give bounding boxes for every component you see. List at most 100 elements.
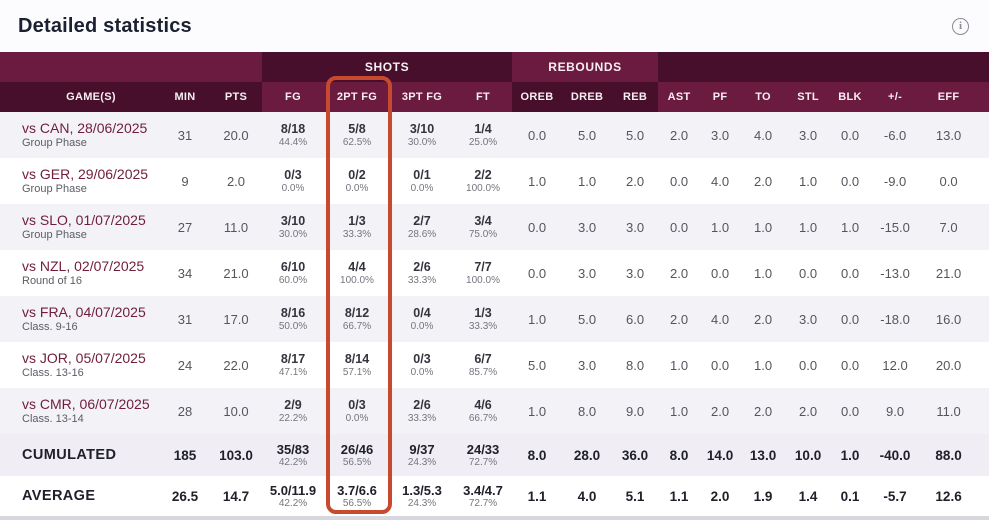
stat-percentage: 33.3% (407, 412, 437, 424)
game-cell: vs CMR, 06/07/2025 Class. 13-14 (0, 388, 160, 434)
game-name: vs CMR, 06/07/2025 (22, 396, 150, 412)
stat-percentage: 75.0% (468, 228, 498, 240)
stat-cell-plusminus: -18.0 (880, 311, 910, 327)
stat-cell-reb: 8.0 (626, 357, 645, 373)
col-header-2pt-fg: 2PT FG (324, 82, 390, 112)
col-header-plus-minus: +/- (870, 82, 921, 112)
stat-cell-to: 4.0 (754, 127, 773, 143)
stat-cell-dreb: 4.0 (577, 488, 597, 504)
stat-percentage: 56.5% (342, 497, 372, 509)
col-header-dreb: DREB (562, 82, 613, 112)
game-cell: vs JOR, 05/07/2025 Class. 13-16 (0, 342, 160, 388)
stat-cell-oreb: 5.0 (527, 357, 547, 373)
stat-cell-pts: 103.0 (219, 447, 253, 463)
stat-cell-ast: 1.0 (670, 357, 689, 373)
stat-cell-pf: 0.0 (711, 357, 730, 373)
game-name: vs CAN, 28/06/2025 (22, 120, 148, 136)
stat-value: 4/4 (348, 259, 366, 274)
stats-table-container: SHOTS REBOUNDS GAME(S) MIN PTS FG 2PT FG… (0, 52, 989, 516)
stat-cell-ft: 2/2 100.0% (454, 158, 512, 204)
stat-value: 1/3 (474, 305, 492, 320)
stat-cell-fg3: 2/7 28.6% (390, 204, 454, 250)
stat-cell-stl: 1.0 (799, 219, 818, 235)
stat-percentage: 47.1% (278, 366, 308, 378)
table-row: vs JOR, 05/07/2025 Class. 13-16 24 22.0 8/17… (0, 342, 989, 388)
stat-cell-to: 13.0 (749, 447, 777, 463)
stat-cell-ast: 8.0 (669, 447, 689, 463)
stat-cell-fg: 3/10 30.0% (262, 204, 324, 250)
stat-cell-min: 31 (177, 127, 193, 143)
stat-cell-eff: 11.0 (936, 403, 961, 419)
table-row: vs SLO, 01/07/2025 Group Phase 27 11.0 3/10 3… (0, 204, 989, 250)
stat-percentage: 72.7% (468, 497, 498, 509)
stat-cell-fg: 8/16 50.0% (262, 296, 324, 342)
stat-cell-fg2: 8/12 66.7% (324, 296, 390, 342)
stat-percentage: 30.0% (407, 136, 437, 148)
stat-cell-blk: 0.0 (841, 403, 860, 419)
header-group-row: SHOTS REBOUNDS (0, 52, 989, 82)
stat-cell-fg3: 0/3 0.0% (390, 342, 454, 388)
stat-cell-to: 1.0 (754, 265, 773, 281)
stat-percentage: 66.7% (342, 320, 372, 332)
game-cell: vs CAN, 28/06/2025 Group Phase (0, 112, 160, 158)
stat-percentage: 0.0% (345, 182, 369, 194)
stat-percentage: 22.2% (278, 412, 308, 424)
stat-cell-plusminus: -6.0 (883, 127, 907, 143)
stat-value: 0/4 (413, 305, 431, 320)
stat-value: 3/10 (409, 121, 435, 136)
stat-value: 0/1 (413, 167, 431, 182)
game-name: vs FRA, 04/07/2025 (22, 304, 146, 320)
game-cell: vs NZL, 02/07/2025 Round of 16 (0, 250, 160, 296)
stat-percentage: 30.0% (278, 228, 308, 240)
game-name: vs SLO, 01/07/2025 (22, 212, 146, 228)
stat-percentage: 50.0% (278, 320, 308, 332)
stat-cell-stl: 0.0 (799, 265, 818, 281)
stat-cell-fg2: 8/14 57.1% (324, 342, 390, 388)
stat-cell-reb: 6.0 (626, 311, 645, 327)
stat-cell-min: 9 (181, 173, 189, 189)
stat-cell-oreb: 1.0 (527, 403, 547, 419)
stat-value: 3/10 (280, 213, 306, 228)
stat-cell-min: 27 (177, 219, 193, 235)
detailed-stats-table: SHOTS REBOUNDS GAME(S) MIN PTS FG 2PT FG… (0, 52, 989, 516)
stat-cell-dreb: 3.0 (577, 357, 597, 373)
stat-value: 0/3 (348, 397, 366, 412)
header-columns-row: GAME(S) MIN PTS FG 2PT FG 3PT FG FT OREB… (0, 82, 989, 112)
stat-cell-dreb: 1.0 (577, 173, 597, 189)
stat-cell-fg: 35/83 42.2% (262, 434, 324, 476)
stat-value: 8/12 (344, 305, 370, 320)
stat-value: 5/8 (348, 121, 366, 136)
table-row: vs CMR, 06/07/2025 Class. 13-14 28 10.0 2/9 2… (0, 388, 989, 434)
stat-cell-eff: 7.0 (939, 219, 958, 235)
stat-cell-fg3: 9/37 24.3% (390, 434, 454, 476)
stat-cell-pts: 21.0 (223, 265, 249, 281)
col-header-to: TO (740, 82, 787, 112)
stat-cell-fg2: 4/4 100.0% (324, 250, 390, 296)
stat-cell-min: 26.5 (171, 488, 199, 504)
stat-cell-min: 34 (177, 265, 193, 281)
stat-cell-pf: 3.0 (711, 127, 730, 143)
stat-cell-ft: 7/7 100.0% (454, 250, 512, 296)
stat-cell-fg: 6/10 60.0% (262, 250, 324, 296)
stat-percentage: 72.7% (468, 456, 498, 468)
summary-label: CUMULATED (22, 447, 117, 463)
stat-value: 7/7 (474, 259, 492, 274)
stat-cell-fg2: 0/3 0.0% (324, 388, 390, 434)
game-phase: Class. 13-14 (22, 413, 84, 425)
stat-value: 0/3 (284, 167, 302, 182)
stat-cell-pf: 4.0 (711, 173, 730, 189)
stat-cell-ast: 0.0 (670, 219, 689, 235)
stat-cell-oreb: 1.0 (527, 311, 547, 327)
group-header-shots: SHOTS (262, 52, 513, 82)
info-icon[interactable]: i (952, 17, 969, 35)
stat-value: 24/33 (466, 441, 500, 457)
stat-cell-stl: 3.0 (799, 311, 818, 327)
stat-cell-fg: 8/17 47.1% (262, 342, 324, 388)
stat-percentage: 62.5% (342, 136, 372, 148)
game-cell: vs SLO, 01/07/2025 Group Phase (0, 204, 160, 250)
table-row: vs FRA, 04/07/2025 Class. 9-16 31 17.0 8/16 5… (0, 296, 989, 342)
stat-cell-ft: 1/4 25.0% (454, 112, 512, 158)
col-header-fg: FG (262, 82, 324, 112)
stat-value: 9/37 (409, 441, 435, 457)
stat-value: 1/3 (348, 213, 366, 228)
